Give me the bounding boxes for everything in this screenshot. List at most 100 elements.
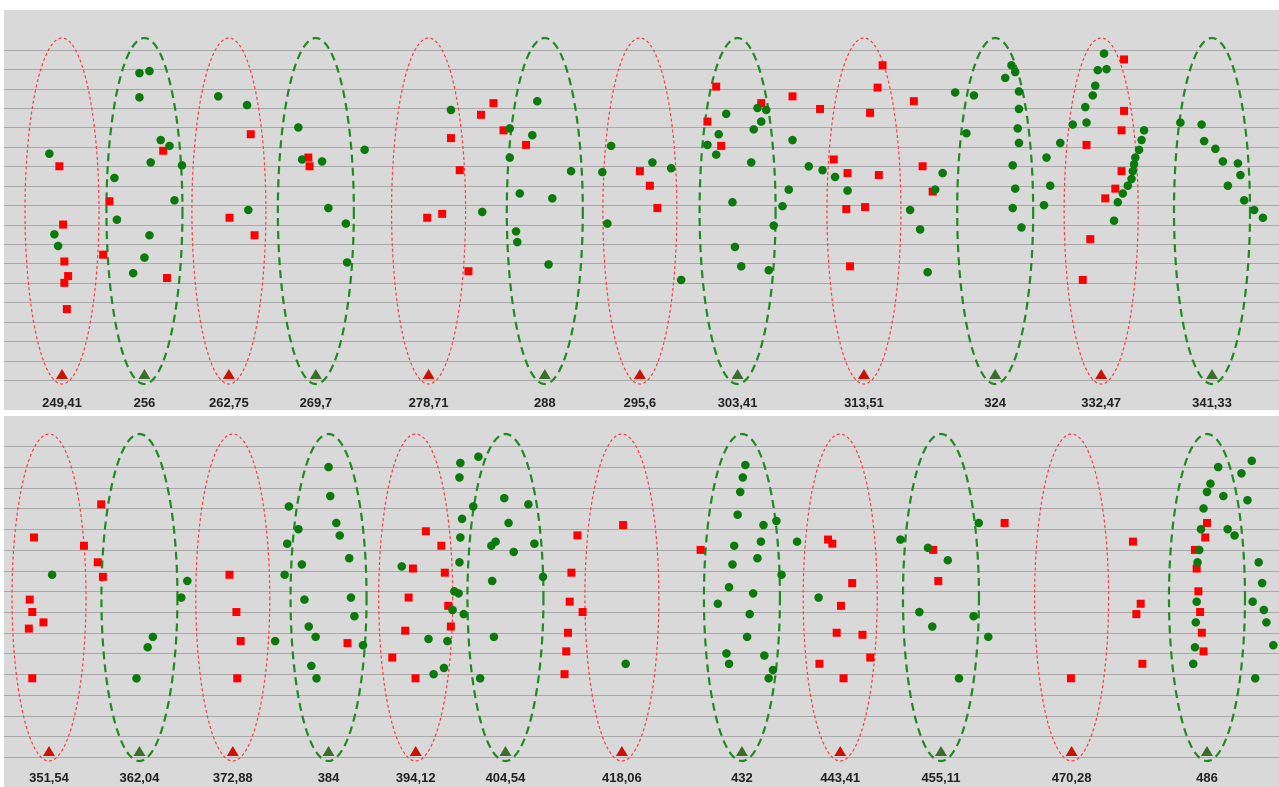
green-circle-point xyxy=(1196,524,1206,534)
green-circle-point xyxy=(769,221,779,230)
red-square-point xyxy=(645,181,654,190)
green-circle-point xyxy=(1080,102,1090,112)
green-circle-point xyxy=(477,207,487,217)
green-circle-point xyxy=(730,242,740,252)
green-circle-point xyxy=(317,157,327,166)
green-circle-point xyxy=(312,674,321,683)
green-circle-point xyxy=(1109,216,1119,225)
x-tick-label: 332,47 xyxy=(1081,395,1121,410)
red-square-point xyxy=(757,99,766,108)
red-square-point xyxy=(236,637,245,646)
green-circle-point xyxy=(1206,479,1215,488)
x-tick-label: 262,75 xyxy=(209,395,249,410)
green-circle-point xyxy=(721,109,731,119)
red-square-point xyxy=(563,628,572,637)
red-square-point xyxy=(233,674,242,683)
red-square-point xyxy=(929,545,938,554)
green-circle-point xyxy=(745,609,754,619)
red-square-point xyxy=(232,608,241,617)
x-tick-label: 256 xyxy=(134,395,156,410)
red-square-point xyxy=(99,250,108,259)
red-square-point xyxy=(578,608,587,617)
green-circle-point xyxy=(148,632,158,642)
green-circle-point xyxy=(606,141,616,151)
green-circle-point xyxy=(598,167,607,177)
red-square-point xyxy=(836,601,845,610)
green-circle-point xyxy=(242,100,252,110)
green-circle-point xyxy=(1000,73,1010,83)
green-circle-point xyxy=(950,88,960,97)
green-circle-point xyxy=(1013,124,1023,133)
green-circle-point xyxy=(455,473,464,482)
green-circle-point xyxy=(768,665,778,675)
green-circle-point xyxy=(714,129,723,139)
green-circle-point xyxy=(429,669,438,679)
green-tick-marker xyxy=(1201,746,1213,756)
green-tick-marker xyxy=(1206,369,1218,379)
red-square-point xyxy=(455,166,464,175)
green-circle-point xyxy=(703,140,712,150)
red-square-point xyxy=(1082,140,1091,149)
red-square-point xyxy=(93,558,102,567)
green-circle-point xyxy=(1202,487,1212,497)
green-circle-point xyxy=(527,130,537,140)
green-circle-point xyxy=(1123,181,1133,191)
red-square-point xyxy=(1132,610,1141,619)
red-square-point xyxy=(712,82,721,91)
green-circle-point xyxy=(804,161,814,171)
green-circle-point xyxy=(1199,136,1209,146)
x-tick-label: 455,11 xyxy=(921,770,960,785)
green-circle-point xyxy=(742,632,752,642)
green-circle-point xyxy=(448,605,457,615)
green-tick-marker xyxy=(735,746,748,756)
red-ellipse xyxy=(602,37,678,385)
red-square-point xyxy=(30,533,39,542)
red-square-point xyxy=(438,209,447,218)
green-circle-point xyxy=(1010,184,1020,193)
green-circle-point xyxy=(784,185,794,194)
x-tick-label: 295,6 xyxy=(624,395,657,410)
green-circle-point xyxy=(284,502,294,511)
green-circle-point xyxy=(1014,104,1024,114)
green-circle-point xyxy=(1230,531,1239,540)
green-circle-point xyxy=(397,562,407,571)
green-circle-point xyxy=(1239,195,1249,205)
red-square-point xyxy=(440,568,449,577)
green-circle-point xyxy=(177,161,187,170)
red-square-point xyxy=(97,500,106,509)
green-tick-marker xyxy=(309,369,322,379)
red-square-point xyxy=(1086,235,1095,244)
green-circle-point xyxy=(1188,659,1198,669)
green-tick-marker xyxy=(538,369,551,379)
red-square-point xyxy=(565,597,574,606)
green-circle-point xyxy=(53,241,63,251)
green-circle-point xyxy=(1017,223,1026,232)
green-circle-point xyxy=(756,117,766,126)
red-square-point xyxy=(1199,647,1208,656)
green-circle-point xyxy=(1102,64,1111,74)
red-square-point xyxy=(39,618,48,627)
green-circle-point xyxy=(524,500,533,509)
x-tick-label: 404,54 xyxy=(486,770,527,785)
red-square-point xyxy=(816,104,825,113)
red-square-point xyxy=(421,527,430,536)
green-circle-point xyxy=(724,582,734,592)
green-tick-marker xyxy=(989,369,1002,379)
green-circle-point xyxy=(110,173,119,183)
green-circle-point xyxy=(489,632,499,642)
red-square-point xyxy=(1194,587,1203,596)
red-square-point xyxy=(250,231,259,240)
green-circle-point xyxy=(325,491,335,501)
x-tick-label: 372,88 xyxy=(213,770,253,785)
red-square-point xyxy=(159,146,168,155)
red-ellipse xyxy=(1034,433,1110,762)
red-square-point xyxy=(848,579,857,588)
red-tick-marker xyxy=(409,746,422,756)
red-square-point xyxy=(846,262,855,271)
green-circle-point xyxy=(1131,153,1140,162)
x-tick-label: 418,06 xyxy=(602,770,642,785)
green-circle-point xyxy=(532,96,542,106)
x-tick-label: 362,04 xyxy=(120,770,161,785)
red-square-point xyxy=(909,97,918,106)
x-tick-label: 303,41 xyxy=(718,395,758,410)
